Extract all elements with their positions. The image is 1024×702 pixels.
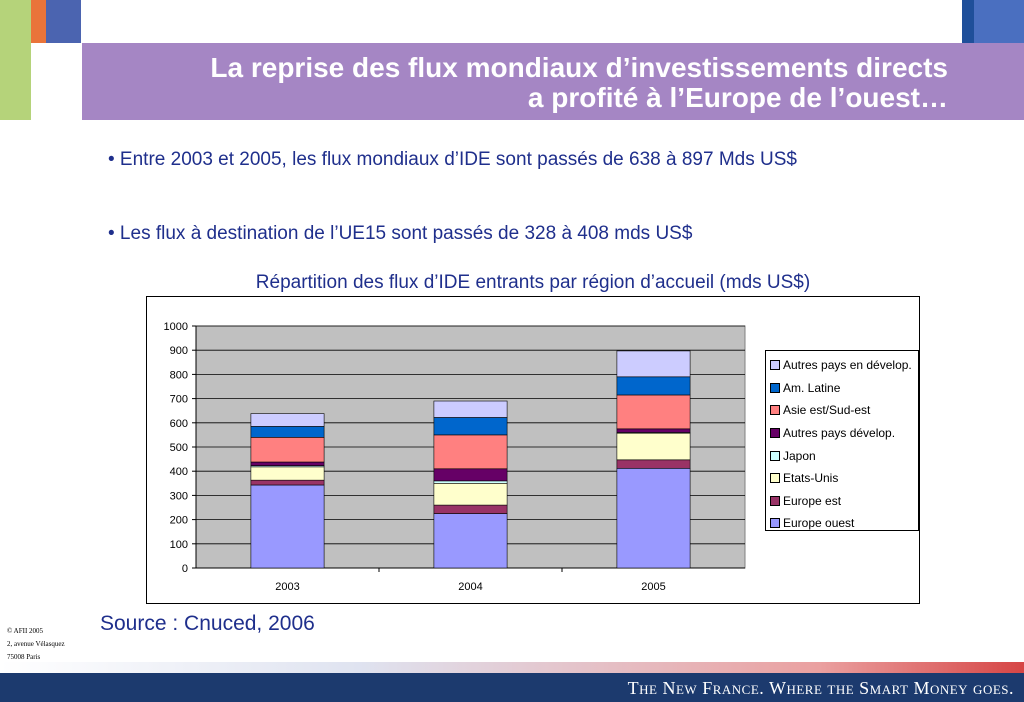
slide-title-line2: a profité à l’Europe de l’ouest…	[527, 82, 948, 113]
y-tick-label: 0	[182, 563, 188, 575]
bar-segment	[250, 466, 325, 481]
bar-segment	[616, 432, 691, 461]
y-tick-label: 1000	[164, 321, 188, 333]
legend-item: Japon	[766, 444, 918, 467]
y-tick-label: 100	[170, 539, 188, 551]
legend-label: Europe ouest	[783, 516, 855, 531]
slide-title-line1: La reprise des flux mondiaux d’investiss…	[210, 52, 948, 83]
footer-gradient-strip	[0, 662, 1024, 673]
y-tick-label: 400	[170, 466, 188, 478]
bar-segment	[250, 484, 325, 569]
bar-segment	[433, 434, 508, 470]
y-tick-label: 800	[170, 369, 188, 381]
y-tick-label: 900	[170, 345, 188, 357]
y-tick-label: 600	[170, 418, 188, 430]
legend-swatch	[770, 405, 780, 416]
decor-right-blue-block	[974, 0, 1024, 43]
footer-tagline: The New France. Where the Smart Money go…	[627, 678, 1014, 698]
bar-segment	[616, 459, 691, 469]
legend-swatch	[770, 360, 780, 371]
footer-address-line: 75008 Paris	[7, 653, 41, 661]
footer-address: © AFII 2005 2, avenue Vélasquez 75008 Pa…	[7, 625, 65, 664]
bar-segment	[433, 483, 508, 506]
bar-segment	[616, 350, 691, 378]
chart-title: Répartition des flux d’IDE entrants par …	[255, 272, 811, 293]
decor-blue-block	[46, 0, 81, 43]
chart-legend: Autres pays en dévelop. Am. Latine Asie es…	[765, 350, 919, 531]
legend-item: Am. Latine	[766, 377, 918, 400]
footer-bar: The New France. Where the Smart Money go…	[0, 673, 1024, 702]
bar-segment	[250, 479, 325, 486]
bar-segment	[250, 413, 325, 427]
bar-segment	[433, 480, 508, 484]
legend-swatch	[770, 473, 780, 484]
y-tick-label: 200	[170, 515, 188, 527]
legend-label: Etats-Unis	[783, 471, 839, 486]
legend-swatch	[770, 450, 780, 461]
legend-swatch	[770, 382, 780, 393]
bar-segment	[433, 504, 508, 514]
legend-item: Etats-Unis	[766, 467, 918, 490]
legend-swatch	[770, 518, 780, 529]
footer-address-line: © AFII 2005	[7, 627, 44, 635]
decor-right-dark-block	[962, 0, 974, 43]
legend-label: Japon	[783, 448, 816, 463]
bar-segment	[616, 376, 691, 396]
bar-segment	[433, 468, 508, 482]
legend-item: Europe ouest	[766, 512, 918, 535]
bar-segment	[616, 394, 691, 430]
bullet-eu15-flows: • Les flux à destination de l’UE15 sont …	[108, 223, 693, 244]
legend-swatch	[770, 495, 780, 506]
bar-segment	[433, 417, 508, 436]
bar-segment	[250, 461, 325, 466]
legend-item: Autres pays dévelop.	[766, 422, 918, 445]
legend-label: Autres pays en dévelop.	[783, 358, 912, 373]
bar-segment	[433, 400, 508, 418]
source-note: Source : Cnuced, 2006	[100, 612, 315, 635]
legend-item: Europe est	[766, 490, 918, 513]
y-tick-label: 300	[170, 490, 188, 502]
bar-segment	[616, 467, 691, 569]
legend-label: Autres pays dévelop.	[783, 426, 896, 441]
x-tick-label: 2004	[458, 581, 482, 593]
bullet-global-flows: • Entre 2003 et 2005, les flux mondiaux …	[108, 149, 797, 170]
legend-item: Asie est/Sud-est	[766, 399, 918, 422]
legend-label: Europe est	[783, 493, 842, 508]
bar-segment	[433, 513, 508, 569]
legend-swatch	[770, 428, 780, 439]
bar-segment	[250, 426, 325, 438]
x-tick-label: 2005	[641, 581, 665, 593]
bar-segment	[616, 428, 691, 433]
bar-segment	[250, 437, 325, 463]
title-banner: La reprise des flux mondiaux d’investiss…	[82, 43, 1024, 120]
x-tick-label: 2003	[275, 581, 299, 593]
decor-orange-block	[31, 0, 46, 43]
slide-title: La reprise des flux mondiaux d’investiss…	[210, 53, 948, 113]
decor-green-block	[0, 0, 31, 120]
legend-label: Asie est/Sud-est	[783, 403, 871, 418]
footer-address-line: 2, avenue Vélasquez	[7, 640, 65, 648]
legend-label: Am. Latine	[783, 380, 841, 395]
y-tick-label: 500	[170, 442, 188, 454]
y-tick-label: 700	[170, 394, 188, 406]
stacked-bar-chart: 0 100 200 300 400 500 600 700 800 900 1000 2003 2004…	[164, 321, 746, 593]
legend-item: Autres pays en dévelop.	[766, 354, 918, 377]
